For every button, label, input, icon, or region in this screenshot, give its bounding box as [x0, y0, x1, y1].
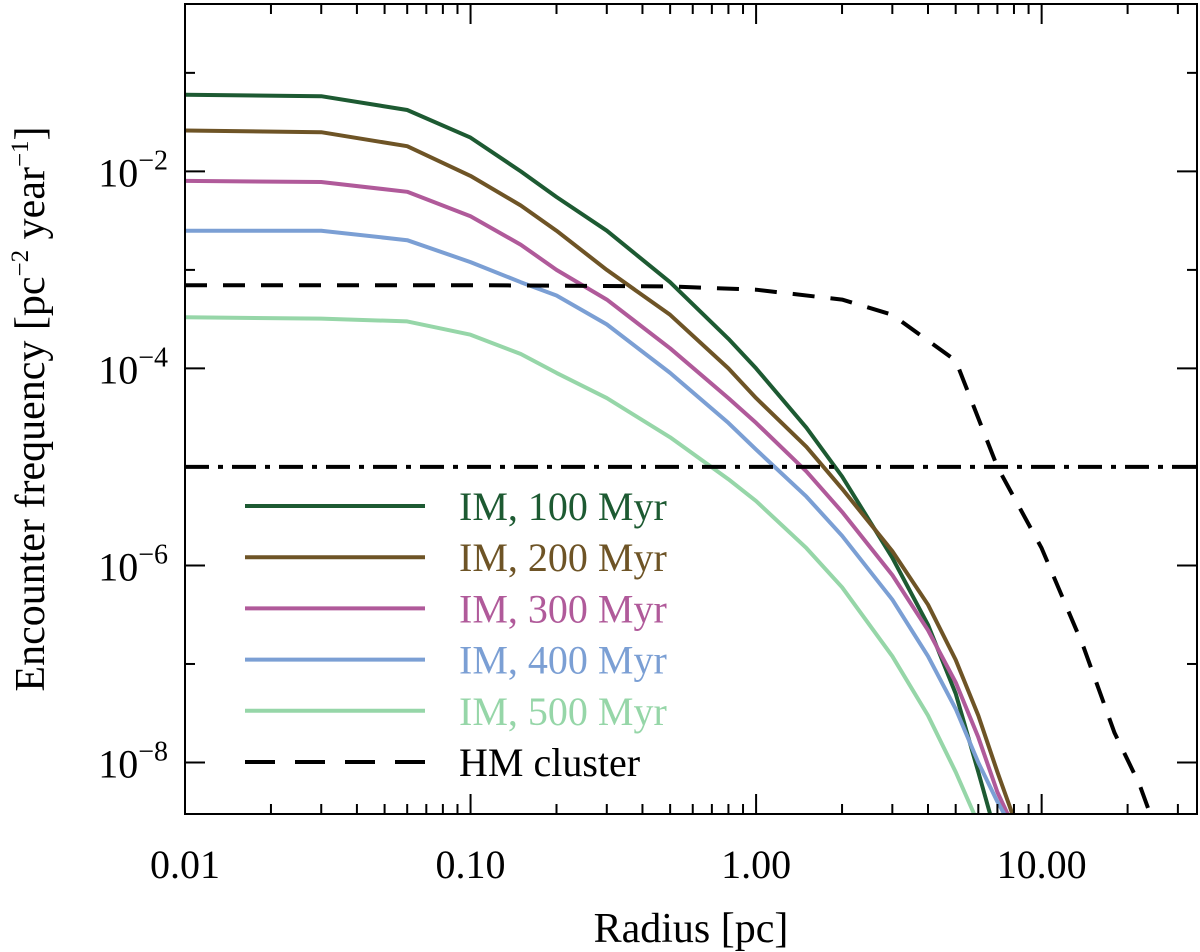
legend-label-0: IM, 100 Myr	[459, 484, 667, 529]
x-tick-label: 1.00	[721, 842, 791, 887]
series-line-5	[185, 283, 1153, 814]
series-line-4	[185, 315, 976, 814]
x-tick-label: 0.10	[436, 842, 506, 887]
y-tick-label: 10−4	[98, 342, 168, 392]
tick-labels: 0.01 0.10 1.00 10.00 10−2 10−4 10−6 10−8	[98, 145, 1086, 887]
series-line-3	[185, 228, 1007, 814]
x-axis-title: Radius [pc]	[594, 906, 789, 952]
y-axis-title-middle: year	[8, 167, 54, 250]
legend: IM, 100 Myr IM, 200 Myr IM, 300 Myr IM, 400…	[245, 484, 667, 785]
y-tick-label: 10−8	[98, 736, 168, 786]
legend-label-5: HM cluster	[459, 740, 640, 785]
legend-label-1: IM, 200 Myr	[459, 535, 667, 580]
x-tick-label: 0.01	[150, 842, 220, 887]
legend-label-2: IM, 300 Myr	[459, 586, 667, 631]
x-tick-label: 10.00	[997, 842, 1087, 887]
y-axis-title-prefix: Encounter frequency [pc	[8, 276, 54, 691]
y-tick-label: 10−6	[98, 539, 168, 589]
legend-label-3: IM, 400 Myr	[459, 638, 667, 683]
y-axis-title-exp1: −2	[7, 250, 34, 277]
y-tick-label: 10−2	[98, 145, 168, 195]
series-line-1	[185, 128, 1015, 814]
plot-lines	[185, 92, 1197, 814]
y-axis-title: Encounter frequency [pc−2 year−1]	[7, 126, 54, 691]
y-axis-title-exp2: −1	[7, 140, 34, 167]
plot-frame	[184, 3, 1198, 815]
axis-ticks	[184, 4, 1197, 814]
legend-label-4: IM, 500 Myr	[459, 689, 667, 734]
y-axis-title-suffix: ]	[8, 126, 54, 140]
series-line-2	[185, 178, 1010, 814]
